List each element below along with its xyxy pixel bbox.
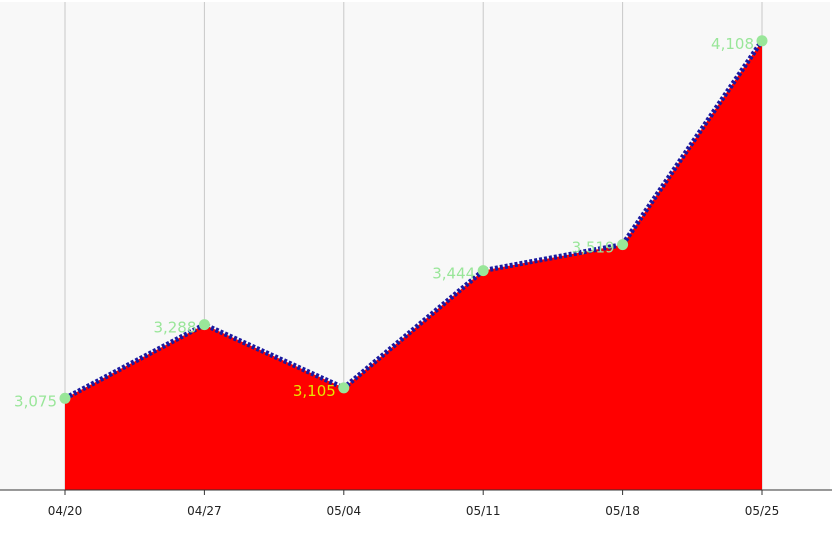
data-point-05-25[interactable] — [756, 35, 768, 47]
data-point-05-11[interactable] — [477, 265, 489, 277]
series-line — [63, 39, 765, 401]
x-tick-label-05-04: 05/04 — [327, 504, 362, 518]
series-area — [65, 40, 762, 491]
x-axis-ticks: 04/20 04/27 05/04 05/11 05/18 05/25 — [48, 490, 780, 518]
data-markers — [59, 35, 768, 404]
x-tick-label-05-11: 05/11 — [466, 504, 501, 518]
x-tick-label-05-18: 05/18 — [605, 504, 640, 518]
data-point-05-18[interactable] — [617, 239, 629, 251]
data-point-04-20[interactable] — [59, 392, 71, 404]
data-label-05-25: 4,108 — [711, 35, 754, 53]
data-label-05-04: 3,105 — [293, 382, 336, 400]
data-point-04-27[interactable] — [198, 319, 210, 331]
x-tick-label-04-27: 04/27 — [187, 504, 222, 518]
data-label-04-27: 3,288 — [153, 319, 196, 337]
data-label-05-11: 3,444 — [432, 265, 475, 283]
data-label-05-18: 3,519 — [572, 239, 615, 257]
data-label-04-20: 3,075 — [14, 392, 57, 410]
x-tick-label-05-25: 05/25 — [745, 504, 780, 518]
data-labels: 3,075 3,288 3,105 3,444 3,519 4,108 — [14, 35, 754, 410]
x-tick-label-04-20: 04/20 — [48, 504, 83, 518]
data-point-05-04[interactable] — [338, 382, 350, 394]
